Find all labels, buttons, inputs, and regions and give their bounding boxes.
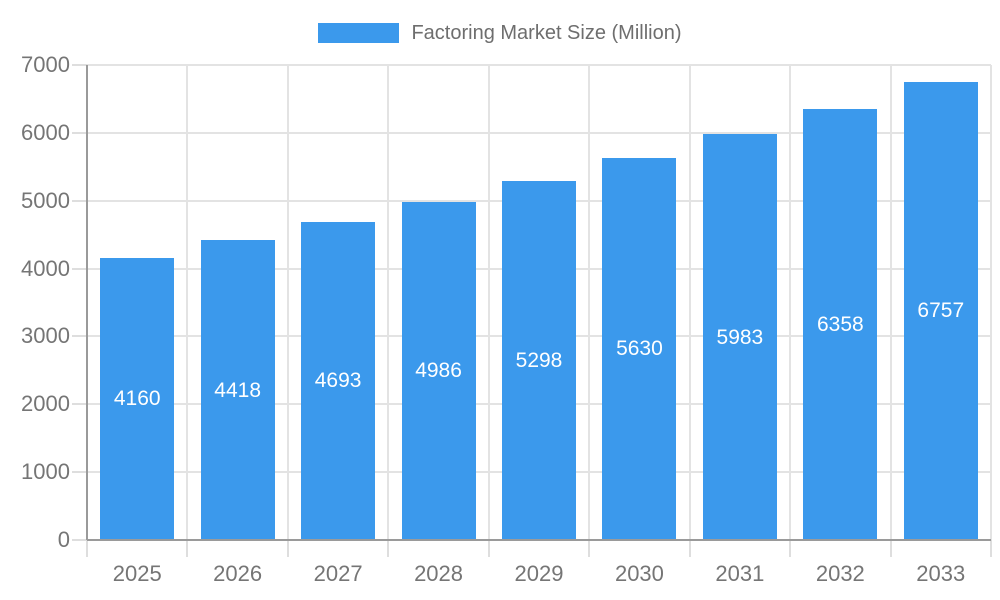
- legend-item[interactable]: Factoring Market Size (Million): [318, 21, 682, 45]
- bar-value-label: 5298: [515, 348, 563, 372]
- bar-value-label: 6358: [816, 312, 864, 336]
- bar[interactable]: 4418: [200, 240, 275, 540]
- v-gridline: [487, 65, 490, 540]
- legend-label: Factoring Market Size (Million): [411, 22, 682, 44]
- x-tick-mark: [186, 540, 189, 557]
- y-tick-mark: [72, 267, 87, 270]
- bar-value-label: 5630: [616, 337, 663, 361]
- x-tick-mark: [286, 540, 289, 557]
- x-tick-label: 2026: [213, 561, 263, 586]
- x-axis-line: [87, 539, 991, 541]
- y-tick-mark: [72, 471, 87, 474]
- x-tick-mark: [487, 540, 490, 557]
- v-gridline: [588, 65, 591, 540]
- h-gridline: [87, 131, 991, 134]
- x-tick-label: 2031: [715, 561, 765, 586]
- h-gridline: [87, 64, 991, 66]
- x-tick-label: 2030: [614, 561, 664, 586]
- v-gridline: [186, 65, 189, 540]
- y-tick-label: 4000: [21, 255, 70, 281]
- bar-value-label: 5983: [716, 325, 764, 349]
- bar[interactable]: 4986: [401, 201, 476, 540]
- y-tick-label: 7000: [21, 52, 70, 77]
- bar[interactable]: 6358: [803, 108, 878, 540]
- y-tick-mark: [72, 131, 87, 134]
- bar-value-label: 4160: [113, 387, 161, 411]
- v-gridline: [789, 65, 792, 540]
- bar[interactable]: 4693: [301, 221, 376, 540]
- bar-value-label: 4418: [214, 378, 262, 402]
- y-tick-mark: [72, 539, 87, 541]
- y-tick-label: 1000: [21, 459, 70, 485]
- x-tick-mark: [86, 540, 88, 557]
- bar[interactable]: 5630: [602, 157, 677, 540]
- y-tick-mark: [72, 335, 87, 338]
- bar-value-label: 4693: [314, 369, 362, 393]
- x-tick-mark: [889, 540, 892, 557]
- y-tick-label: 6000: [21, 119, 70, 145]
- bar[interactable]: 5298: [502, 180, 576, 540]
- y-axis-line: [86, 65, 88, 540]
- v-gridline: [990, 65, 992, 540]
- x-tick-label: 2027: [313, 561, 363, 586]
- x-tick-label: 2032: [815, 561, 865, 586]
- y-tick-mark: [72, 199, 87, 202]
- x-tick-mark: [990, 540, 992, 557]
- y-tick-label: 2000: [21, 391, 70, 417]
- v-gridline: [387, 65, 390, 540]
- x-tick-label: 2025: [112, 561, 162, 586]
- x-tick-mark: [387, 540, 390, 557]
- plot-area: 0 1000 2000 3000 4000 5000 6000 7000 4160 2025 441…: [21, 52, 992, 586]
- bar[interactable]: 6757: [903, 81, 978, 540]
- y-tick-label: 0: [57, 527, 70, 552]
- legend-swatch: [318, 23, 400, 43]
- bar[interactable]: 4160: [100, 257, 175, 540]
- legend: Factoring Market Size (Million): [0, 21, 1000, 45]
- v-gridline: [889, 65, 892, 540]
- x-tick-label: 2028: [414, 561, 464, 586]
- y-tick-label: 3000: [21, 323, 70, 349]
- x-tick-label: 2029: [514, 561, 564, 586]
- y-tick-label: 5000: [21, 187, 70, 213]
- v-gridline: [286, 65, 289, 540]
- x-tick-mark: [789, 540, 792, 557]
- y-tick-mark: [72, 403, 87, 406]
- bar[interactable]: 5983: [702, 134, 777, 540]
- x-tick-mark: [588, 540, 591, 557]
- bar-value-label: 4986: [415, 359, 462, 383]
- bar-value-label: 6757: [917, 299, 965, 323]
- x-tick-label: 2033: [916, 561, 966, 586]
- v-gridline: [688, 65, 691, 540]
- x-tick-mark: [688, 540, 691, 557]
- y-tick-mark: [72, 64, 87, 66]
